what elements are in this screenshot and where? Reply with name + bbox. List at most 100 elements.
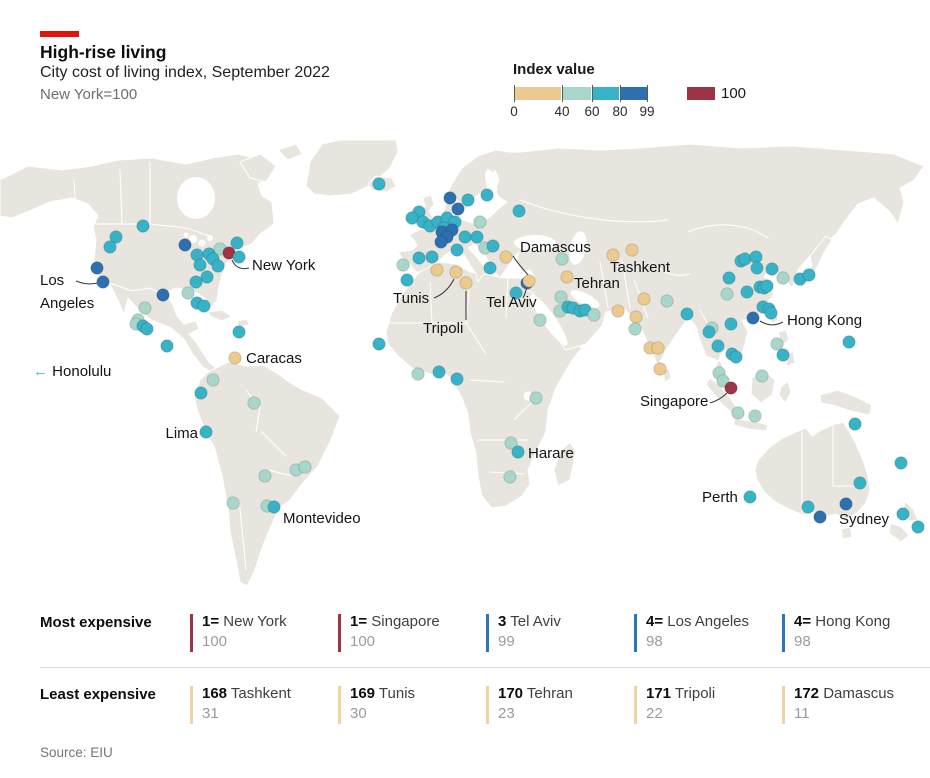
city-dot — [625, 243, 639, 257]
city-dot — [755, 369, 769, 383]
city-dot — [611, 304, 625, 318]
city-dot — [724, 381, 738, 395]
legend-tick-label: 60 — [584, 104, 600, 119]
rank-entry: 172 Damascus 11 — [782, 684, 930, 724]
city-dot — [96, 275, 110, 289]
rank-number: 4= — [646, 613, 664, 630]
index-value: 99 — [498, 633, 515, 650]
map-label-tehran: Tehran — [574, 275, 620, 292]
row-label: Most expensive — [40, 614, 152, 631]
city-dot — [200, 270, 214, 284]
city-dot — [628, 322, 642, 336]
map-label-singapore: Singapore — [640, 393, 708, 410]
rank-entry-text: 1= Singapore 100 — [350, 613, 440, 650]
city-dot — [653, 362, 667, 376]
city-dot — [156, 288, 170, 302]
rank-color-bar — [634, 686, 637, 724]
rank-color-bar — [782, 614, 785, 652]
least-expensive-row: Least expensive 168 Tashkent 31 169 Tunis 30… — [40, 684, 930, 724]
city-dot — [760, 279, 774, 293]
city-dot — [228, 351, 242, 365]
legend-max-label: 100 — [721, 85, 747, 102]
city-dot — [461, 193, 475, 207]
index-value: 98 — [794, 633, 811, 650]
city-dot — [411, 367, 425, 381]
city-dot — [716, 374, 730, 388]
legend-tick-labels: 0 40 60 80 99 — [510, 104, 674, 119]
most-expensive-row: Most expensive 1= New York 100 1= Singapore… — [40, 612, 930, 652]
index-value: 11 — [794, 705, 810, 722]
city-dot — [425, 250, 439, 264]
city-dot — [396, 258, 410, 272]
rank-entry-text: 4= Los Angeles 98 — [646, 613, 750, 650]
world-map: Los Angeles New York ← Honolulu Caracas Lima M… — [0, 140, 925, 587]
city-dot — [160, 339, 174, 353]
city-dot — [298, 460, 312, 474]
legend-tick — [562, 85, 563, 102]
city-dot — [660, 294, 674, 308]
city-dot — [372, 337, 386, 351]
city-dot — [226, 496, 240, 510]
city-dot — [199, 425, 213, 439]
city-dot — [724, 317, 738, 331]
page-title: High-rise living — [40, 42, 167, 62]
city-dot — [740, 285, 754, 299]
city-dot — [470, 230, 484, 244]
city-dot — [509, 286, 523, 300]
rank-number: 172 — [794, 685, 820, 702]
map-label-tripoli: Tripoli — [423, 320, 463, 337]
rank-entry: 170 Tehran 23 — [486, 684, 634, 724]
city-dot — [848, 417, 862, 431]
index-value: 30 — [350, 705, 367, 722]
rank-entry-text: 1= New York 100 — [202, 613, 287, 650]
city-dot — [450, 243, 464, 257]
rank-number: 170 — [498, 685, 524, 702]
city-dot — [194, 386, 208, 400]
city-dot — [743, 490, 757, 504]
city-dot — [720, 287, 734, 301]
city-dot — [554, 290, 568, 304]
city-dots-layer — [90, 177, 925, 534]
rank-entry: 171 Tripoli 22 — [634, 684, 782, 724]
rank-color-bar — [782, 686, 785, 724]
city-dot — [450, 372, 464, 386]
city-dot — [103, 240, 117, 254]
city-dot — [434, 235, 448, 249]
row-label: Least expensive — [40, 686, 156, 703]
legend-segment — [621, 87, 647, 100]
city-dot — [443, 191, 457, 205]
city-dot — [232, 325, 246, 339]
city-dot — [802, 268, 816, 282]
city-dot — [529, 391, 543, 405]
map-label-tel-aviv: Tel Aviv — [486, 294, 537, 311]
city-dot — [555, 252, 569, 266]
city-dot — [911, 520, 925, 534]
city-dot — [512, 204, 526, 218]
city-dot — [503, 470, 517, 484]
city-dot — [140, 322, 154, 336]
city-dot — [533, 313, 547, 327]
city-dot — [483, 261, 497, 275]
label-connector-los-angeles — [75, 280, 99, 285]
city-dot — [412, 251, 426, 265]
city-dot — [473, 215, 487, 229]
rank-color-bar — [190, 686, 193, 724]
city-dot — [430, 263, 444, 277]
rank-entry: 1= New York 100 — [190, 612, 338, 652]
map-label-new-york: New York — [252, 257, 316, 274]
rank-entry-text: 170 Tehran 23 — [498, 685, 573, 722]
rank-entry-text: 171 Tripoli 22 — [646, 685, 716, 722]
city-dot — [750, 261, 764, 275]
rank-entry: 1= Singapore 100 — [338, 612, 486, 652]
legend-tick-label: 99 — [639, 104, 655, 119]
map-label-los-angeles: Los Angeles — [40, 272, 94, 312]
city-dot — [267, 500, 281, 514]
city-dot — [449, 265, 463, 279]
baseline-note: New York=100 — [40, 86, 138, 103]
city-dot — [522, 274, 536, 288]
city-labels-layer: Los Angeles New York ← Honolulu Caracas Lima M… — [33, 239, 890, 528]
city-dot — [372, 177, 386, 191]
city-dot — [136, 219, 150, 233]
city-dot — [606, 248, 620, 262]
city-dot — [451, 202, 465, 216]
